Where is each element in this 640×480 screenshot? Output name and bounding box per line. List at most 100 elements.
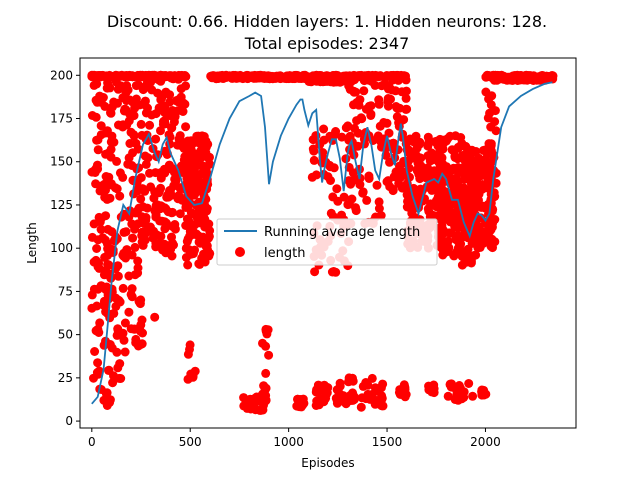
- running-average-line: [91, 81, 553, 405]
- scatter-point: [411, 131, 421, 141]
- scatter-point: [538, 74, 548, 84]
- scatter-point: [298, 394, 308, 404]
- scatter-point: [138, 202, 148, 212]
- scatter-point: [388, 70, 398, 80]
- scatter-point: [394, 387, 404, 397]
- scatter-point: [96, 121, 106, 131]
- scatter-point: [121, 227, 131, 237]
- scatter-point: [123, 85, 133, 95]
- x-tick-label: 1500: [372, 435, 403, 449]
- scatter-point: [385, 157, 394, 167]
- scatter-point: [443, 165, 452, 175]
- scatter-point: [403, 196, 412, 206]
- scatter-point: [481, 87, 491, 97]
- scatter-point: [185, 340, 195, 350]
- scatter-point: [379, 118, 389, 127]
- scatter-point: [244, 72, 254, 82]
- y-tick-label: 200: [50, 68, 73, 82]
- scatter-point: [271, 73, 281, 83]
- y-tick-label: 100: [50, 241, 73, 255]
- legend-box: [216, 218, 438, 266]
- scatter-point: [469, 251, 479, 260]
- scatter-point: [135, 299, 145, 309]
- scatter-point: [136, 326, 145, 336]
- scatter-point: [167, 251, 177, 261]
- scatter-point: [314, 400, 324, 410]
- scatter-point: [113, 84, 123, 94]
- scatter-point: [456, 133, 466, 142]
- scatter-point: [129, 111, 139, 121]
- scatter-point: [363, 380, 373, 390]
- scatter-point: [188, 372, 198, 382]
- scatter-point: [355, 180, 365, 190]
- scatter-point: [167, 123, 176, 133]
- scatter-point: [87, 111, 97, 120]
- scatter-point: [112, 156, 122, 166]
- scatter-point: [372, 180, 382, 190]
- scatter-point: [459, 183, 469, 193]
- scatter-point: [136, 173, 146, 183]
- scatter-point: [136, 119, 146, 129]
- scatter-point: [181, 201, 191, 210]
- scatter-point: [175, 136, 185, 146]
- scatter-point: [351, 203, 360, 213]
- scatter-point: [96, 181, 106, 191]
- scatter-point: [141, 108, 151, 118]
- scatter-point: [194, 203, 204, 213]
- scatter-point: [490, 117, 500, 127]
- scatter-point: [374, 204, 384, 213]
- scatter-point: [455, 387, 465, 397]
- scatter-point: [136, 194, 146, 204]
- scatter-point: [329, 163, 339, 173]
- legend-label-running-average: Running average length: [264, 225, 420, 240]
- scatter-point: [150, 312, 160, 322]
- scatter-point: [347, 74, 356, 84]
- scatter-point: [169, 240, 178, 250]
- y-tick-label: 50: [58, 328, 73, 342]
- scatter-point: [370, 399, 380, 409]
- scatter-point: [294, 402, 304, 412]
- scatter-point: [357, 393, 367, 403]
- scatter-point: [310, 267, 320, 277]
- scatter-point: [374, 197, 384, 207]
- scatter-point: [200, 222, 210, 232]
- scatter-point: [194, 177, 204, 187]
- scatter-point: [491, 126, 501, 136]
- scatter-point: [183, 148, 193, 158]
- scatter-point: [346, 179, 356, 189]
- scatter-point: [183, 349, 193, 359]
- scatter-point: [356, 402, 366, 412]
- scatter-point: [102, 401, 112, 410]
- scatter-point: [181, 253, 191, 262]
- scatter-point: [115, 168, 125, 178]
- scatter-point: [141, 71, 151, 81]
- scatter-point: [101, 172, 111, 181]
- scatter-point: [484, 139, 494, 149]
- scatter-point: [462, 191, 472, 201]
- scatter-point: [388, 186, 398, 196]
- scatter-point: [128, 148, 138, 158]
- scatter-point: [196, 147, 206, 156]
- scatter-point: [261, 368, 271, 378]
- y-tick-label: 25: [58, 371, 73, 385]
- scatter-point: [424, 206, 434, 216]
- scatter-point: [433, 192, 443, 202]
- scatter-point: [151, 134, 161, 144]
- scatter-point: [345, 374, 355, 384]
- scatter-point: [414, 163, 424, 173]
- scatter-point: [93, 145, 103, 155]
- scatter-point: [120, 318, 130, 328]
- scatter-point: [373, 71, 383, 81]
- scatter-point: [401, 93, 411, 103]
- y-tick-label: 0: [65, 414, 73, 428]
- scatter-point: [484, 71, 494, 81]
- scatter-point: [440, 211, 450, 221]
- scatter-point: [429, 380, 439, 390]
- scatter-point: [130, 103, 140, 113]
- scatter-point: [131, 81, 141, 91]
- scatter-point: [486, 100, 496, 110]
- scatter-point: [92, 244, 102, 253]
- y-tick-label: 150: [50, 155, 73, 169]
- scatter-point: [101, 389, 111, 399]
- scatter-point: [443, 391, 453, 401]
